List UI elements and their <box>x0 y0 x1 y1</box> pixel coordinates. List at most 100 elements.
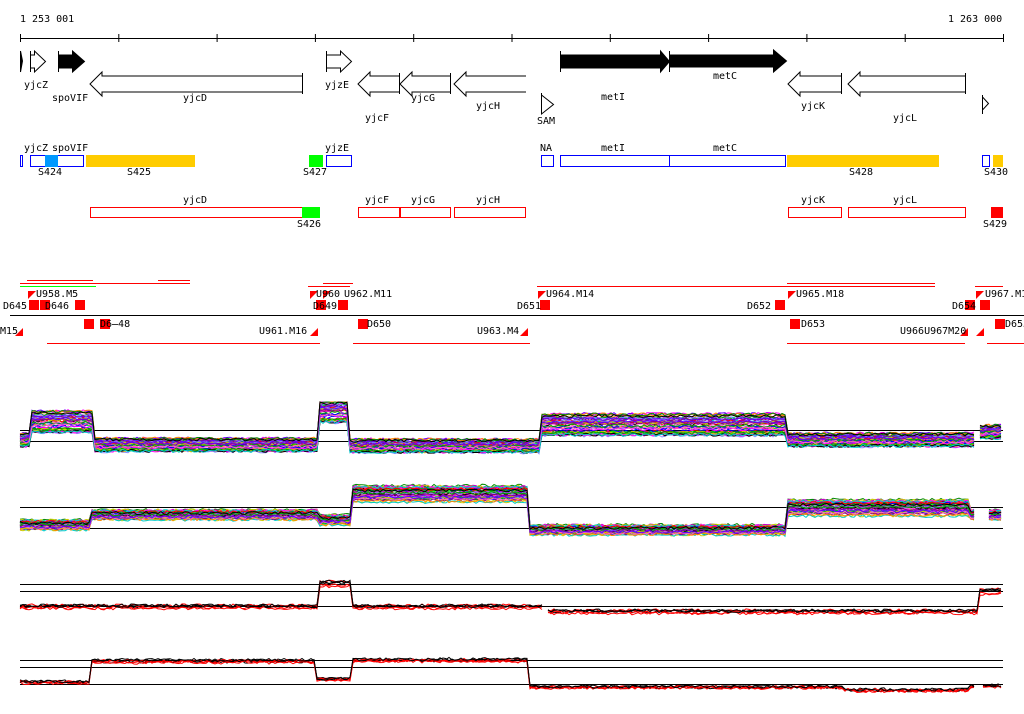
gene-label[interactable]: yjcL <box>893 113 918 124</box>
segment-box-metI[interactable] <box>560 155 670 167</box>
feature-label[interactable]: U964.M14 <box>546 289 595 300</box>
feature-label[interactable]: U960 <box>316 289 341 300</box>
segment-box-yjcF[interactable] <box>358 207 400 218</box>
gene-label[interactable]: SAM <box>537 116 556 127</box>
segment-S430[interactable] <box>993 155 1003 167</box>
feature-block <box>40 300 50 310</box>
segment-box[interactable] <box>982 155 990 167</box>
gene-arrow-yjcF <box>357 70 400 98</box>
segment-label: yjcF <box>365 195 390 206</box>
feature-label[interactable]: D654 <box>952 301 977 312</box>
segment-box-yjcH[interactable] <box>454 207 526 218</box>
feature-label[interactable]: D655 <box>1005 319 1024 330</box>
segment-S426[interactable] <box>302 207 320 218</box>
feature-block <box>358 319 368 329</box>
gene-label[interactable]: metC <box>713 71 738 82</box>
feature-label[interactable]: D652 <box>747 301 772 312</box>
feature-label[interactable]: D649 <box>313 301 338 312</box>
gene-arrow-yjcH <box>453 70 526 98</box>
segment-box-yjzE[interactable] <box>326 155 352 167</box>
feature-flag-down <box>960 328 968 336</box>
feature-label[interactable]: M15 <box>0 326 19 337</box>
gene-label[interactable]: yjcG <box>411 93 436 104</box>
segment-label: spoVIF <box>52 143 89 154</box>
feature-label[interactable]: D650 <box>367 319 392 330</box>
segment-box-NA[interactable] <box>541 155 554 167</box>
segment-label: yjcG <box>411 195 436 206</box>
gene-arrow-metC <box>669 48 788 74</box>
feature-flag-up <box>323 291 331 299</box>
gene-label[interactable]: yjzE <box>325 80 350 91</box>
expression-trace <box>19 407 975 447</box>
expression-trace <box>979 428 1002 433</box>
gene-label[interactable]: yjcH <box>476 101 501 112</box>
segment-box-metC[interactable] <box>669 155 786 167</box>
feature-block <box>775 300 785 310</box>
expression-trace <box>19 657 975 692</box>
feature-block <box>995 319 1005 329</box>
feature-label[interactable]: D645 <box>3 301 28 312</box>
gene-label[interactable]: yjcF <box>365 113 390 124</box>
expression-plots <box>19 401 1003 694</box>
feature-flag-down <box>520 328 528 336</box>
segment-S429[interactable] <box>991 207 1003 218</box>
feature-label[interactable]: U962.M11 <box>344 289 393 300</box>
expression-trace <box>979 429 1002 433</box>
feature-block <box>316 300 326 310</box>
segment-box-yjcG[interactable] <box>400 207 451 218</box>
segment-S424[interactable] <box>45 155 58 167</box>
expression-trace <box>19 496 975 535</box>
feature-flag-up <box>976 291 984 299</box>
segment-label: metI <box>601 143 626 154</box>
feature-label[interactable]: U965.M18 <box>796 289 845 300</box>
gene-arrow-spoVIF <box>58 49 86 74</box>
gene-label[interactable]: yjcD <box>183 93 208 104</box>
gene-label[interactable]: yjcZ <box>24 80 49 91</box>
gene-label[interactable]: metI <box>601 92 626 103</box>
gene-arrow-yjcL <box>847 70 966 98</box>
feature-label[interactable]: U963.M4 <box>477 326 520 337</box>
feature-label[interactable]: D646 <box>45 301 70 312</box>
expression-trace <box>19 583 543 610</box>
segment-box[interactable] <box>20 155 23 167</box>
segment-label: yjcZ <box>24 143 49 154</box>
ruler-start-label: 1 253 001 <box>20 14 75 25</box>
segment-box-yjcL[interactable] <box>848 207 966 218</box>
feature-block <box>338 300 348 310</box>
feature-flag-up <box>538 291 546 299</box>
feature-track <box>10 280 1024 344</box>
gene-label[interactable]: yjcK <box>801 101 826 112</box>
feature-flag-down <box>976 328 984 336</box>
segment-S425[interactable] <box>86 155 195 167</box>
feature-block <box>540 300 550 310</box>
gene-arrow-metI <box>560 49 671 74</box>
feature-label[interactable]: D651 <box>517 301 542 312</box>
segment-S428[interactable] <box>787 155 939 167</box>
segment-label: yjcK <box>801 195 826 206</box>
gene-label[interactable]: spoVIF <box>52 93 89 104</box>
expression-trace <box>19 407 975 447</box>
gene-arrow-SAM <box>541 93 555 116</box>
segment-label: S425 <box>127 167 152 178</box>
segment-box-yjcK[interactable] <box>788 207 842 218</box>
segment-label: S424 <box>38 167 63 178</box>
expression-trace <box>982 684 1002 688</box>
feature-label[interactable]: D653 <box>801 319 826 330</box>
feature-label[interactable]: U961.M16 <box>259 326 308 337</box>
feature-block <box>75 300 85 310</box>
segment-S427[interactable] <box>309 155 323 167</box>
feature-label[interactable]: U966U967M20 <box>900 326 967 337</box>
feature-label[interactable]: U958.M5 <box>36 289 79 300</box>
expression-trace <box>19 485 975 529</box>
feature-label[interactable]: U967.M1 <box>985 289 1024 300</box>
segment-label: S430 <box>984 167 1009 178</box>
gene-arrow-yjcD <box>89 70 303 98</box>
feature-flag-up <box>28 291 36 299</box>
expression-trace <box>19 488 975 531</box>
segment-box-yjcD[interactable] <box>90 207 320 218</box>
expression-trace <box>19 401 975 443</box>
feature-label[interactable]: D6̶48 <box>100 319 131 330</box>
gene-arrow-yjzE <box>326 49 353 74</box>
